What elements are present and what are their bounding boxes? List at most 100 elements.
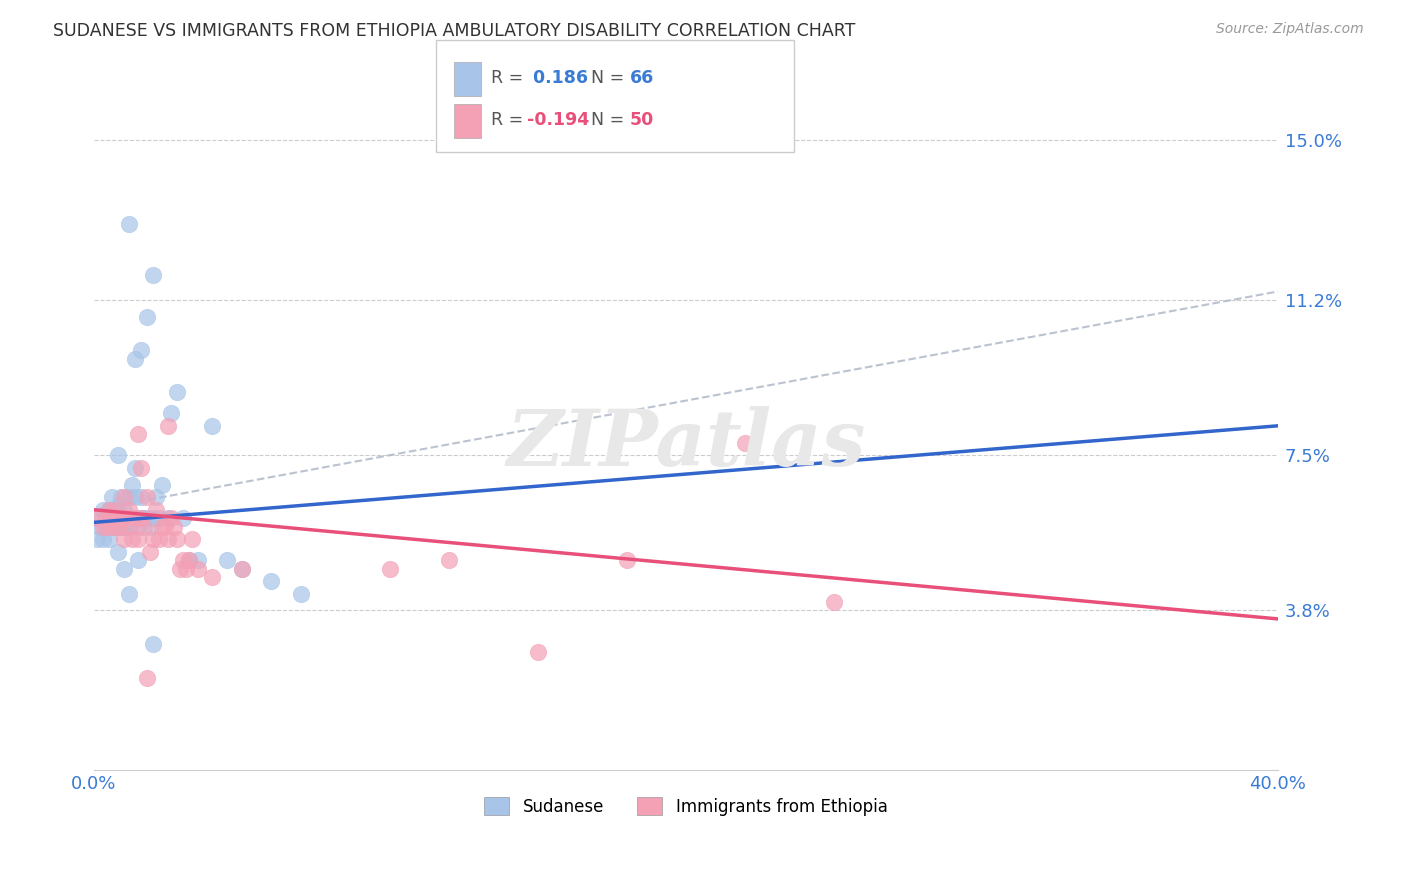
Point: [115, 511, 138, 525]
Point: [186, 553, 208, 567]
Point: [378, 561, 401, 575]
Point: [145, 490, 167, 504]
Point: [100, 519, 122, 533]
Point: [136, 310, 159, 324]
Point: [217, 553, 239, 567]
Point: [127, 519, 149, 533]
Point: [231, 561, 253, 575]
Point: [97, 519, 120, 533]
Point: [166, 385, 188, 400]
Point: [142, 637, 165, 651]
Point: [148, 511, 170, 525]
Point: [110, 511, 132, 525]
Point: [145, 502, 167, 516]
Point: [110, 519, 132, 533]
Point: [89, 519, 111, 533]
Text: R =: R =: [491, 69, 529, 87]
Point: [107, 519, 129, 533]
Point: [91, 532, 114, 546]
Text: 66: 66: [630, 69, 654, 87]
Point: [112, 502, 135, 516]
Point: [107, 499, 129, 513]
Point: [112, 519, 135, 533]
Point: [104, 519, 127, 533]
Point: [160, 511, 183, 525]
Point: [121, 477, 143, 491]
Text: N =: N =: [591, 69, 630, 87]
Point: [107, 511, 129, 525]
Point: [127, 532, 149, 546]
Text: Source: ZipAtlas.com: Source: ZipAtlas.com: [1216, 22, 1364, 37]
Point: [437, 553, 460, 567]
Point: [118, 511, 141, 525]
Point: [734, 435, 756, 450]
Point: [100, 511, 122, 525]
Point: [186, 561, 208, 575]
Point: [107, 545, 129, 559]
Text: 50: 50: [630, 112, 654, 129]
Point: [124, 490, 146, 504]
Point: [139, 519, 162, 533]
Point: [169, 561, 191, 575]
Point: [201, 418, 224, 433]
Point: [118, 502, 141, 516]
Point: [104, 502, 127, 516]
Point: [110, 490, 132, 504]
Point: [150, 519, 173, 533]
Point: [129, 343, 152, 358]
Point: [118, 218, 141, 232]
Point: [86, 511, 108, 525]
Point: [121, 532, 143, 546]
Point: [174, 561, 197, 575]
Point: [112, 561, 135, 575]
Point: [112, 511, 135, 525]
Point: [127, 553, 149, 567]
Point: [100, 490, 122, 504]
Point: [112, 490, 135, 504]
Point: [129, 511, 152, 525]
Point: [136, 511, 159, 525]
Point: [124, 351, 146, 366]
Point: [110, 511, 132, 525]
Point: [94, 519, 117, 533]
Point: [97, 502, 120, 516]
Legend: Sudanese, Immigrants from Ethiopia: Sudanese, Immigrants from Ethiopia: [475, 789, 896, 824]
Point: [150, 477, 173, 491]
Point: [118, 587, 141, 601]
Text: R =: R =: [491, 112, 529, 129]
Point: [97, 532, 120, 546]
Text: ZIPatlas: ZIPatlas: [506, 406, 866, 483]
Text: SUDANESE VS IMMIGRANTS FROM ETHIOPIA AMBULATORY DISABILITY CORRELATION CHART: SUDANESE VS IMMIGRANTS FROM ETHIOPIA AMB…: [53, 22, 856, 40]
Point: [94, 511, 117, 525]
Point: [129, 511, 152, 525]
Point: [139, 545, 162, 559]
Point: [156, 532, 179, 546]
Point: [86, 532, 108, 546]
Point: [616, 553, 638, 567]
Point: [172, 553, 194, 567]
Point: [134, 511, 156, 525]
Point: [290, 587, 312, 601]
Point: [124, 460, 146, 475]
Point: [160, 406, 183, 420]
Point: [107, 448, 129, 462]
Point: [100, 511, 122, 525]
Point: [177, 553, 200, 567]
Point: [115, 519, 138, 533]
Point: [142, 511, 165, 525]
Point: [148, 532, 170, 546]
Text: -0.194: -0.194: [527, 112, 589, 129]
Text: 0.186: 0.186: [527, 69, 588, 87]
Point: [177, 553, 200, 567]
Point: [156, 418, 179, 433]
Point: [118, 490, 141, 504]
Point: [823, 595, 845, 609]
Point: [136, 671, 159, 685]
Point: [124, 511, 146, 525]
Point: [129, 460, 152, 475]
Point: [127, 427, 149, 442]
Point: [104, 502, 127, 516]
Point: [121, 511, 143, 525]
Point: [231, 561, 253, 575]
Point: [156, 511, 179, 525]
